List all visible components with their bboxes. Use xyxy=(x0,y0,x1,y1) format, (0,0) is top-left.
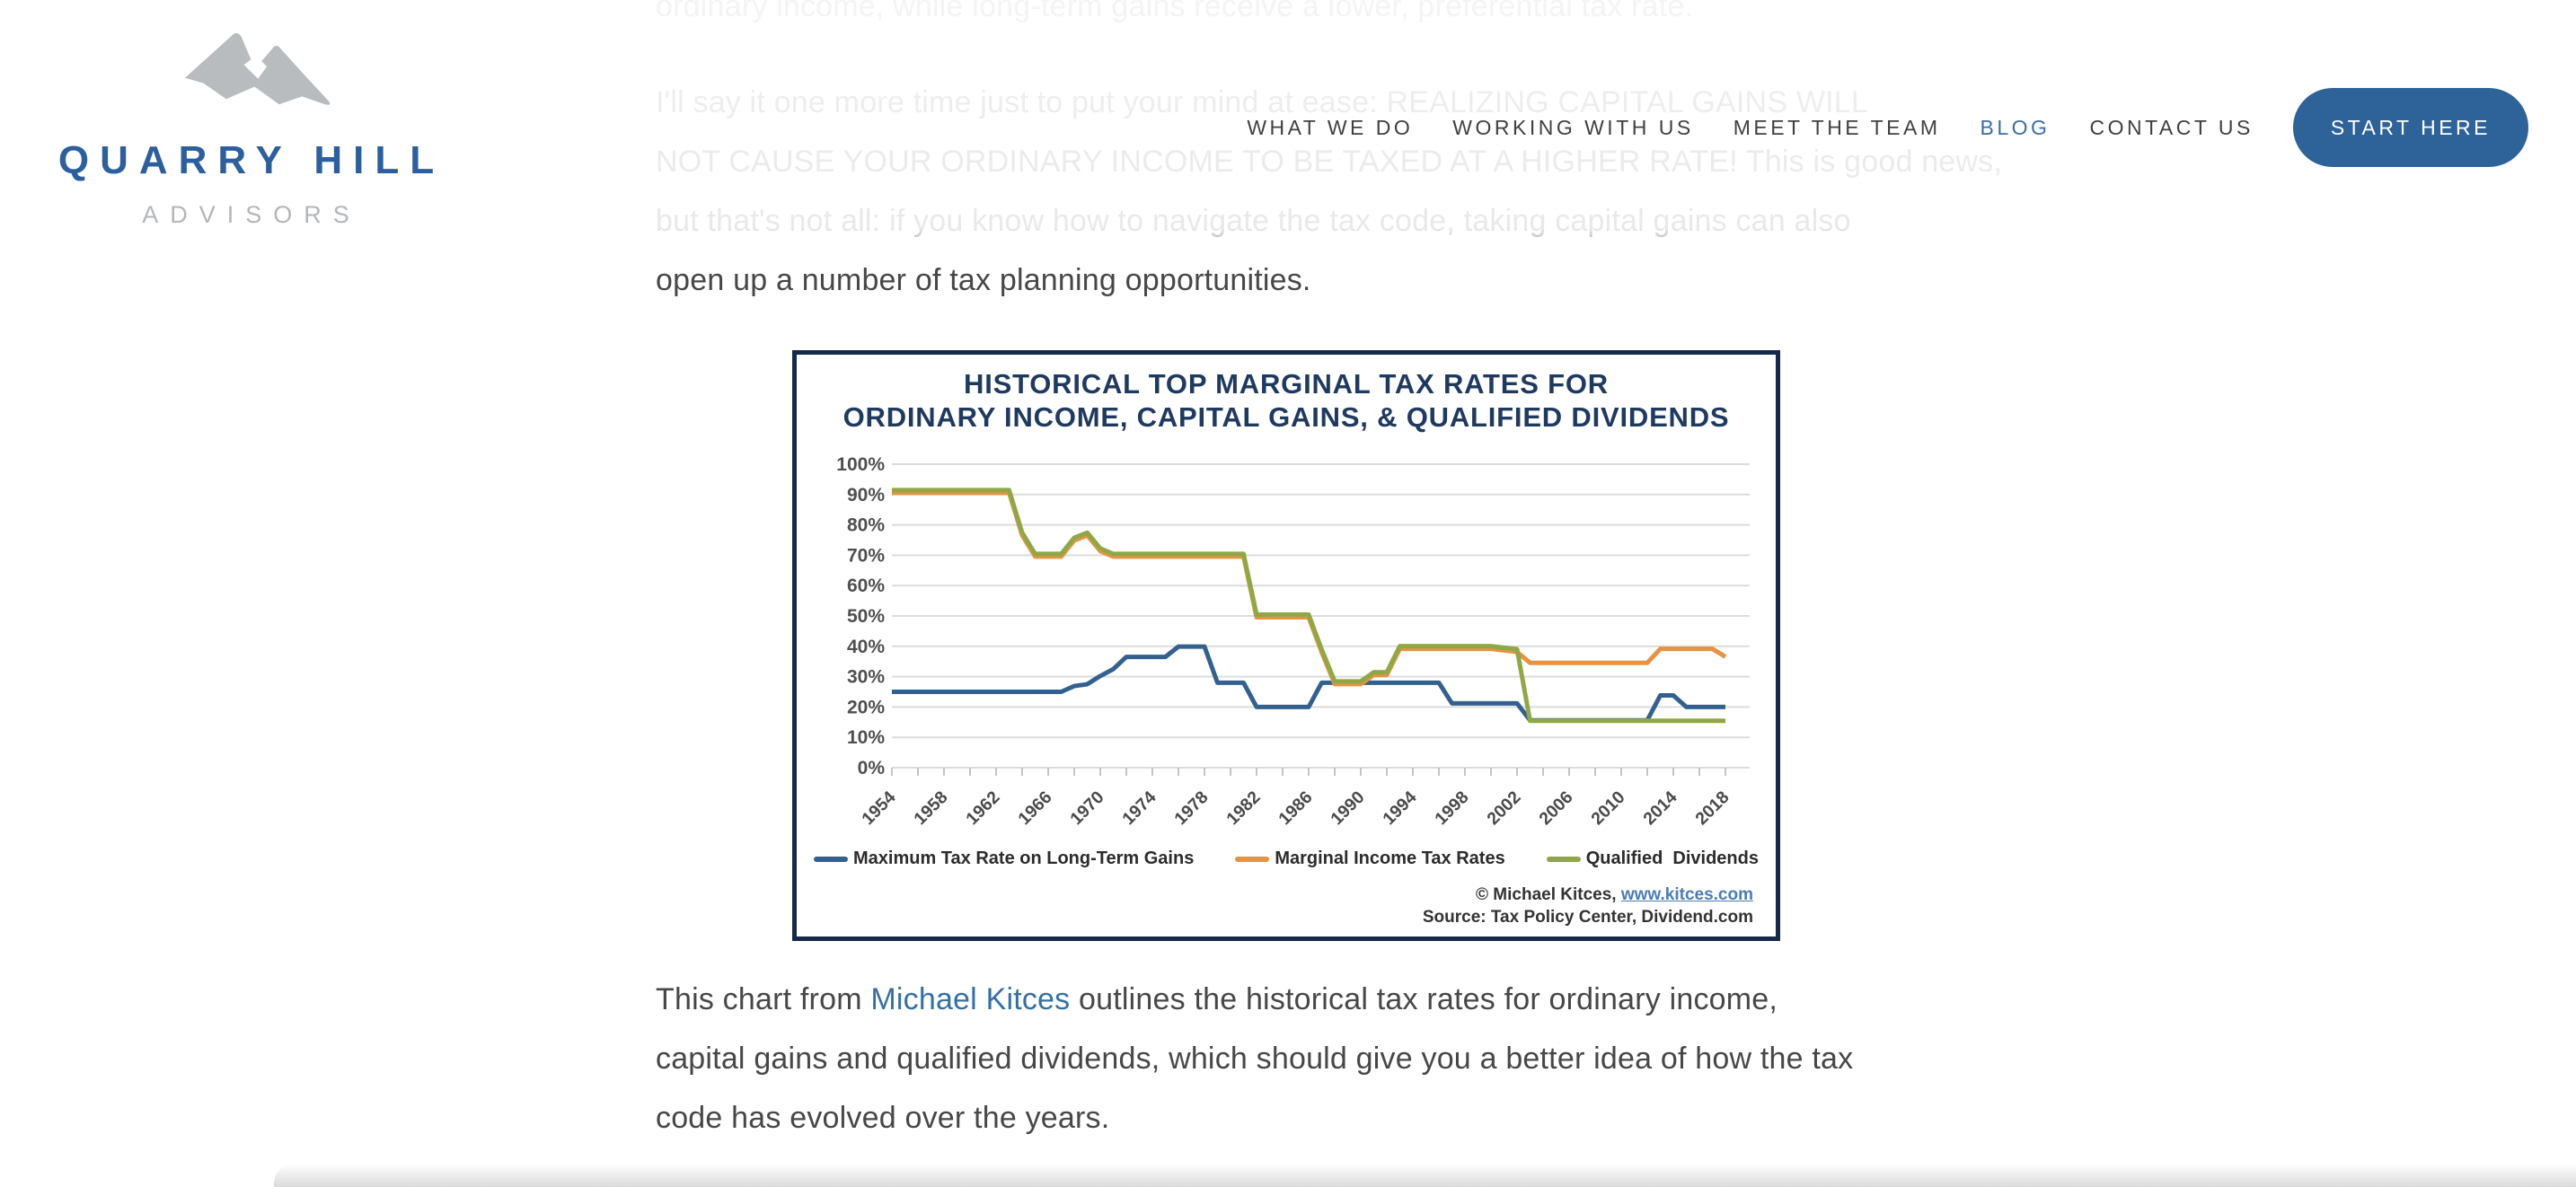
svg-text:20%: 20% xyxy=(847,697,885,717)
mountain-icon xyxy=(184,32,331,105)
paragraph-clipped: ordinary income, while long-term gains r… xyxy=(656,0,1694,23)
legend-label: Qualified Dividends xyxy=(1585,848,1759,868)
main-nav: WHAT WE DO WORKING WITH US MEET THE TEAM BL… xyxy=(1247,86,2528,169)
michael-kitces-link[interactable]: Michael Kitces xyxy=(870,982,1071,1016)
svg-text:2018: 2018 xyxy=(1691,787,1733,829)
chart-title-line1: HISTORICAL TOP MARGINAL TAX RATES FOR xyxy=(964,368,1609,400)
legend-label: Maximum Tax Rate on Long-Term Gains xyxy=(853,848,1195,868)
nav-item-blog[interactable]: BLOG xyxy=(1980,115,2051,139)
nav-item-working-with-us[interactable]: WORKING WITH US xyxy=(1452,115,1694,139)
attribution-source: Source: Tax Policy Center, Dividend.com xyxy=(1422,908,1753,927)
tax-rates-chart: HISTORICAL TOP MARGINAL TAX RATES FOR OR… xyxy=(792,350,1780,941)
nav-item-meet-the-team[interactable]: MEET THE TEAM xyxy=(1733,115,1941,139)
kitces-url-link[interactable]: www.kitces.com xyxy=(1620,885,1753,904)
svg-text:1954: 1954 xyxy=(858,787,899,829)
chart-attribution: © Michael Kitces, www.kitces.com Source:… xyxy=(1423,884,1753,928)
svg-text:1982: 1982 xyxy=(1222,787,1264,829)
svg-text:1970: 1970 xyxy=(1066,787,1107,829)
svg-text:2006: 2006 xyxy=(1535,787,1576,829)
brand-subtitle: ADVISORS xyxy=(142,201,361,228)
legend-line-swatch xyxy=(1546,856,1581,862)
svg-text:2002: 2002 xyxy=(1483,787,1524,829)
nav-list: WHAT WE DO WORKING WITH US MEET THE TEAM BL… xyxy=(1247,116,2254,140)
svg-text:1974: 1974 xyxy=(1118,787,1160,829)
caption-paragraph: This chart from Michael Kitces outlines … xyxy=(656,970,2183,1147)
svg-text:60%: 60% xyxy=(847,576,885,596)
nav-item-what-we-do[interactable]: WHAT WE DO xyxy=(1247,115,1414,139)
attribution-prefix: © Michael Kitces, xyxy=(1476,885,1621,904)
legend-line-swatch xyxy=(814,856,848,862)
svg-text:40%: 40% xyxy=(847,637,885,657)
caption-text-after: outlines the historical tax rates for or… xyxy=(656,982,1854,1135)
chart-title: HISTORICAL TOP MARGINAL TAX RATES FOR OR… xyxy=(797,367,1776,434)
chart-plot: 0% 10% 20% 30% 40% 50% 60% 70% 80% 90% 100% 1954 195… xyxy=(836,454,1750,829)
svg-text:50%: 50% xyxy=(847,606,885,627)
chart-title-line2: ORDINARY INCOME, CAPITAL GAINS, & QUALIF… xyxy=(842,401,1730,433)
svg-text:30%: 30% xyxy=(847,667,885,688)
legend-label: Marginal Income Tax Rates xyxy=(1275,848,1505,868)
bottom-panel-shadow xyxy=(274,1164,2576,1187)
svg-text:80%: 80% xyxy=(847,515,885,536)
svg-text:0%: 0% xyxy=(858,758,886,778)
svg-text:100%: 100% xyxy=(836,454,885,475)
caption-text-before: This chart from xyxy=(656,982,871,1016)
brand-name: QUARRY HILL xyxy=(57,138,446,182)
legend-item: Maximum Tax Rate on Long-Term Gains xyxy=(814,848,1194,869)
svg-text:70%: 70% xyxy=(847,545,885,566)
svg-text:10%: 10% xyxy=(847,727,885,748)
svg-text:1966: 1966 xyxy=(1014,787,1055,829)
attribution-copyright: © Michael Kitces, www.kitces.com xyxy=(1423,884,1753,906)
legend-line-swatch xyxy=(1235,856,1270,862)
svg-text:1986: 1986 xyxy=(1275,787,1316,829)
svg-text:1994: 1994 xyxy=(1379,787,1420,829)
svg-text:2014: 2014 xyxy=(1639,787,1681,829)
legend-item: Marginal Income Tax Rates xyxy=(1235,848,1505,869)
start-here-button[interactable]: START HERE xyxy=(2292,88,2528,167)
legend-item: Qualified Dividends xyxy=(1546,848,1759,869)
svg-text:1978: 1978 xyxy=(1170,787,1212,829)
chart-legend: Maximum Tax Rate on Long-Term Gains Margi… xyxy=(797,848,1776,869)
svg-text:1962: 1962 xyxy=(962,787,1003,829)
svg-text:1990: 1990 xyxy=(1327,787,1368,829)
svg-text:1998: 1998 xyxy=(1431,787,1472,829)
svg-text:2010: 2010 xyxy=(1587,787,1628,829)
nav-item-contact-us[interactable]: CONTACT US xyxy=(2089,115,2254,139)
svg-text:1958: 1958 xyxy=(910,787,951,829)
svg-text:90%: 90% xyxy=(847,485,885,506)
